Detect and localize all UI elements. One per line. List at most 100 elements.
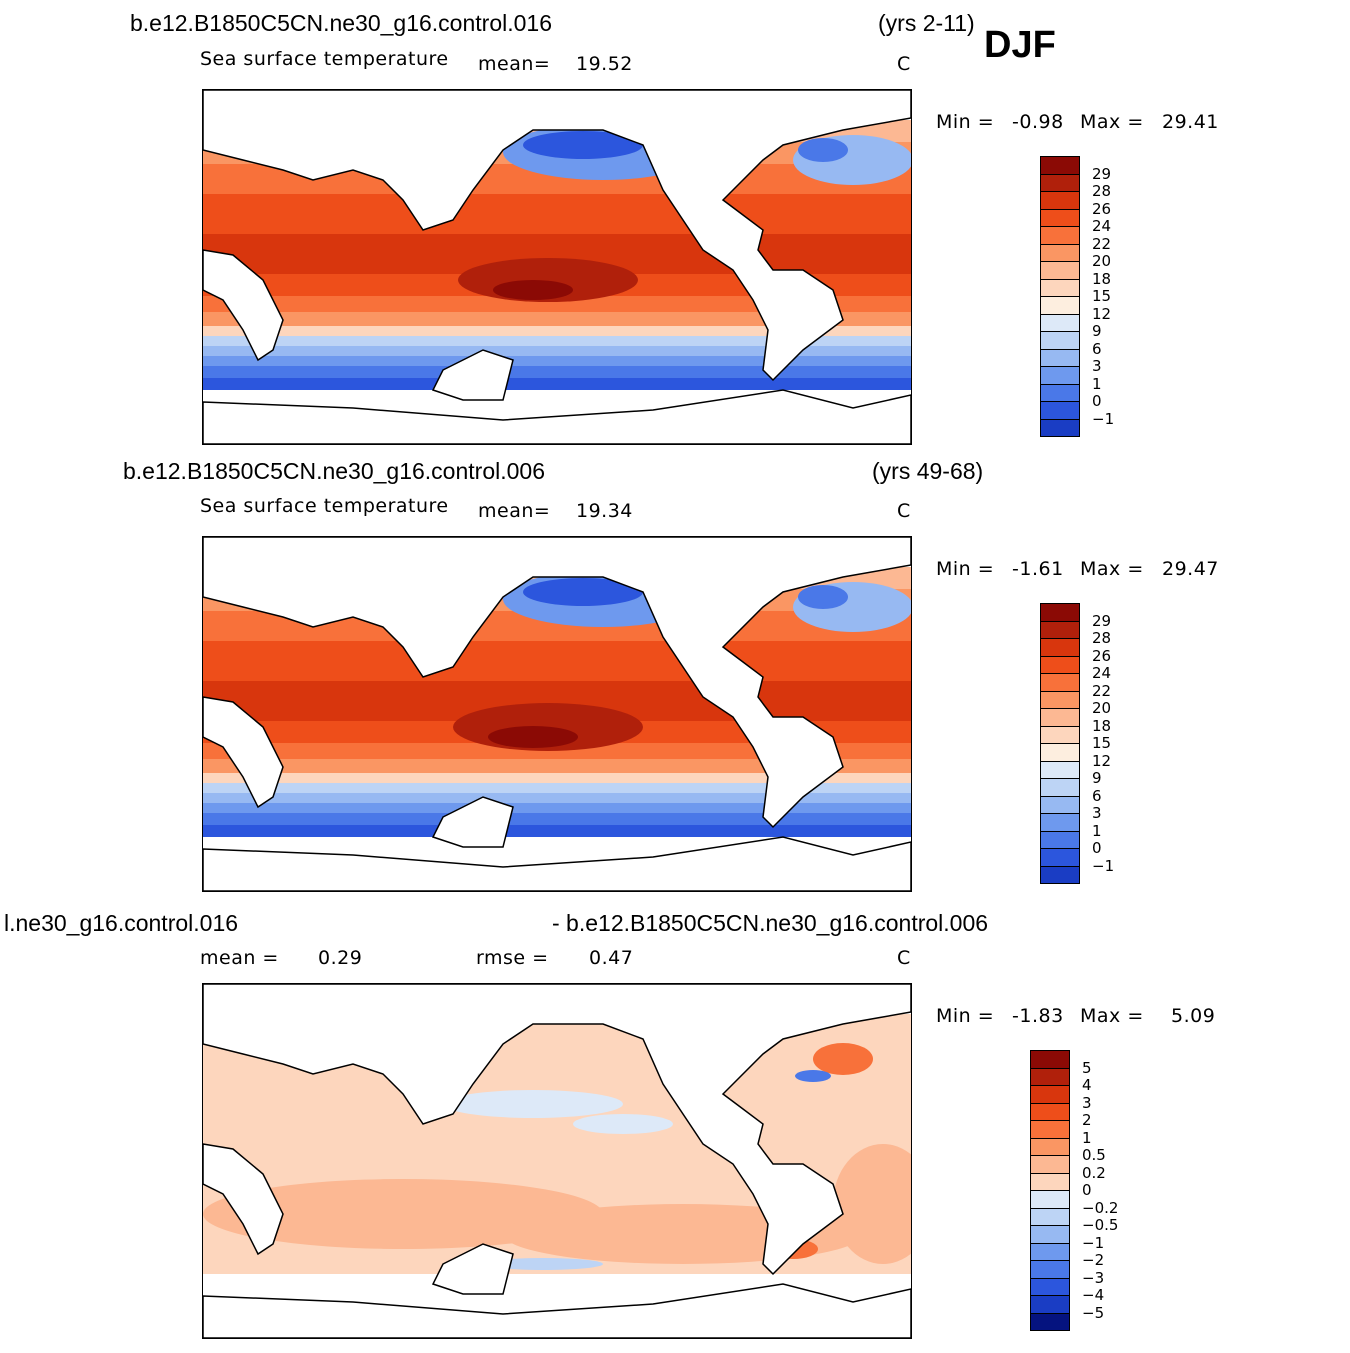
colorbar-label: 9 (1092, 769, 1102, 787)
colorbar-label: 28 (1092, 629, 1112, 647)
colorbar-swatch (1040, 418, 1080, 437)
colorbar-label: 22 (1092, 234, 1112, 253)
colorbar-swatch (1040, 348, 1080, 367)
panel1-mean-label: mean= (478, 53, 551, 75)
colorbar-swatch (1040, 620, 1080, 639)
colorbar-swatch (1040, 708, 1080, 727)
colorbar-frame (1040, 603, 1080, 884)
colorbar-swatch (1030, 1260, 1070, 1279)
colorbar-label: −4 (1082, 1286, 1105, 1304)
panel2-max-value: 29.47 (1162, 558, 1219, 580)
colorbar-label: 0.5 (1082, 1146, 1106, 1164)
colorbar-swatch (1040, 778, 1080, 797)
colorbar-label: 29 (1092, 611, 1112, 630)
panel2-max-label: Max = (1080, 558, 1144, 580)
colorbar-label: 20 (1092, 699, 1112, 717)
panel2-min-value: -1.61 (1012, 558, 1064, 580)
colorbar-swatch (1040, 743, 1080, 762)
colorbar-swatch (1040, 191, 1080, 210)
panel3-max-value: 5.09 (1171, 1005, 1216, 1027)
colorbar-label: 4 (1082, 1076, 1092, 1094)
colorbar-swatch (1040, 655, 1080, 674)
panel1-min-value: -0.98 (1012, 111, 1064, 133)
colorbar-label: 18 (1092, 269, 1112, 288)
colorbar-label: 26 (1092, 199, 1112, 218)
colorbar-label: 9 (1092, 322, 1102, 340)
season-label: DJF (984, 24, 1056, 66)
colorbar-swatch (1040, 243, 1080, 262)
colorbar-label: 0.2 (1082, 1163, 1106, 1182)
colorbar-swatch (1040, 760, 1080, 779)
panel3-units: C (897, 947, 911, 969)
colorbar-label: 1 (1082, 1128, 1092, 1147)
colorbar-swatch (1040, 383, 1080, 402)
colorbar-label: 15 (1092, 734, 1112, 752)
panel1-years: (yrs 2-11) (878, 10, 975, 36)
colorbar-swatch (1030, 1277, 1070, 1296)
colorbar-frame (1040, 156, 1080, 437)
colorbar-label: −0.2 (1082, 1198, 1119, 1217)
colorbar-label: −1 (1082, 1233, 1105, 1252)
colorbar-label: 1 (1092, 821, 1102, 840)
colorbar-swatch (1040, 638, 1080, 657)
colorbar-swatch (1040, 865, 1080, 884)
panel3-rmse-value: 0.47 (589, 947, 634, 969)
panel3-mean-label: mean = (200, 947, 279, 969)
colorbar-label: 0 (1092, 839, 1102, 857)
colorbar-label: 0 (1092, 392, 1102, 410)
colorbar-label: 2 (1082, 1111, 1092, 1129)
panel3-diff-map (202, 983, 912, 1339)
colorbar-swatch (1030, 1295, 1070, 1314)
colorbar-label: 6 (1092, 339, 1102, 358)
panel3-max-label: Max = (1080, 1005, 1144, 1027)
colorbar-swatch (1030, 1207, 1070, 1226)
panel2-sst-map (202, 536, 912, 892)
panel3-mean-value: 0.29 (318, 947, 363, 969)
panel3-case-right: - b.e12.B1850C5CN.ne30_g16.control.006 (552, 910, 989, 936)
colorbar-label: 3 (1082, 1093, 1092, 1112)
panel1-units: C (897, 53, 911, 75)
colorbar-swatch (1040, 725, 1080, 744)
colorbar-label: 1 (1092, 374, 1102, 393)
colorbar-label: 29 (1092, 164, 1112, 183)
panel3-min-value: -1.83 (1012, 1005, 1064, 1027)
colorbar-label: 24 (1092, 664, 1112, 682)
colorbar-label: 3 (1092, 357, 1102, 375)
colorbar-swatch (1030, 1085, 1070, 1104)
colorbar-swatch (1030, 1120, 1070, 1139)
panel2-min-label: Min = (936, 558, 995, 580)
panel1-min-label: Min = (936, 111, 995, 133)
colorbar-label: 12 (1092, 304, 1112, 323)
panel1-max-label: Max = (1080, 111, 1144, 133)
colorbar-swatch (1040, 331, 1080, 350)
colorbar-swatch (1040, 690, 1080, 709)
colorbar-label: 22 (1092, 681, 1112, 700)
colorbar-label: −2 (1082, 1251, 1105, 1269)
panel2-mean-value: 19.34 (576, 500, 633, 522)
panel1-mean-value: 19.52 (576, 53, 633, 75)
colorbar-label: 12 (1092, 751, 1112, 770)
colorbar-swatch (1030, 1312, 1070, 1331)
colorbar-swatch (1030, 1155, 1070, 1174)
panel2-variable: Sea surface temperature (200, 495, 449, 517)
colorbar-swatch (1040, 261, 1080, 280)
panel1-variable: Sea surface temperature (200, 48, 449, 70)
panel1-max-value: 29.41 (1162, 111, 1219, 133)
colorbar-swatch (1040, 830, 1080, 849)
colorbar-swatch (1040, 296, 1080, 315)
colorbar-label: −1 (1092, 856, 1115, 875)
colorbar-swatch (1040, 208, 1080, 227)
colorbar-swatch (1040, 401, 1080, 420)
colorbar-label: 6 (1092, 786, 1102, 805)
colorbar-swatch (1030, 1190, 1070, 1209)
colorbar-swatch (1040, 366, 1080, 385)
colorbar-label: 24 (1092, 217, 1112, 235)
colorbar-swatch (1040, 795, 1080, 814)
colorbar-swatch (1030, 1242, 1070, 1261)
colorbar-label: 18 (1092, 716, 1112, 735)
colorbar-label: 3 (1092, 804, 1102, 822)
colorbar-label: −1 (1092, 409, 1115, 428)
colorbar-swatch (1040, 313, 1080, 332)
panel3-case-left: l.ne30_g16.control.016 (4, 910, 239, 936)
colorbar-swatch (1040, 673, 1080, 692)
